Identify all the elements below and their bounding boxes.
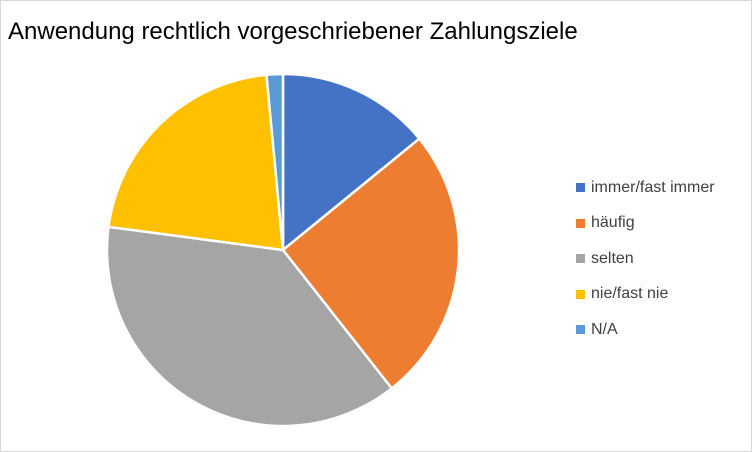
legend: immer/fast immer häufig selten nie/fast … [576, 170, 715, 348]
legend-label: selten [591, 249, 634, 267]
pie-slice-2 [281, 137, 461, 390]
legend-item-na: N/A [576, 312, 715, 348]
legend-swatch [576, 254, 585, 264]
pie-slice-3 [105, 225, 393, 428]
legend-swatch [576, 325, 585, 335]
pie-slice-5 [265, 72, 285, 252]
pie-slice-1 [281, 72, 421, 252]
legend-item-selten: selten [576, 241, 715, 277]
legend-item-haeufig: häufig [576, 206, 715, 242]
legend-swatch [576, 289, 585, 299]
legend-label: häufig [591, 214, 635, 232]
legend-item-immer-fast-immer: immer/fast immer [576, 170, 715, 206]
pie-slice-4 [107, 73, 285, 252]
legend-swatch [576, 218, 585, 228]
legend-label: nie/fast nie [591, 285, 669, 303]
legend-swatch [576, 183, 585, 193]
legend-label: N/A [591, 320, 618, 338]
chart-title: Anwendung rechtlich vorgeschriebener Zah… [8, 18, 578, 45]
legend-item-nie-fast-nie: nie/fast nie [576, 277, 715, 313]
legend-label: immer/fast immer [591, 178, 715, 196]
